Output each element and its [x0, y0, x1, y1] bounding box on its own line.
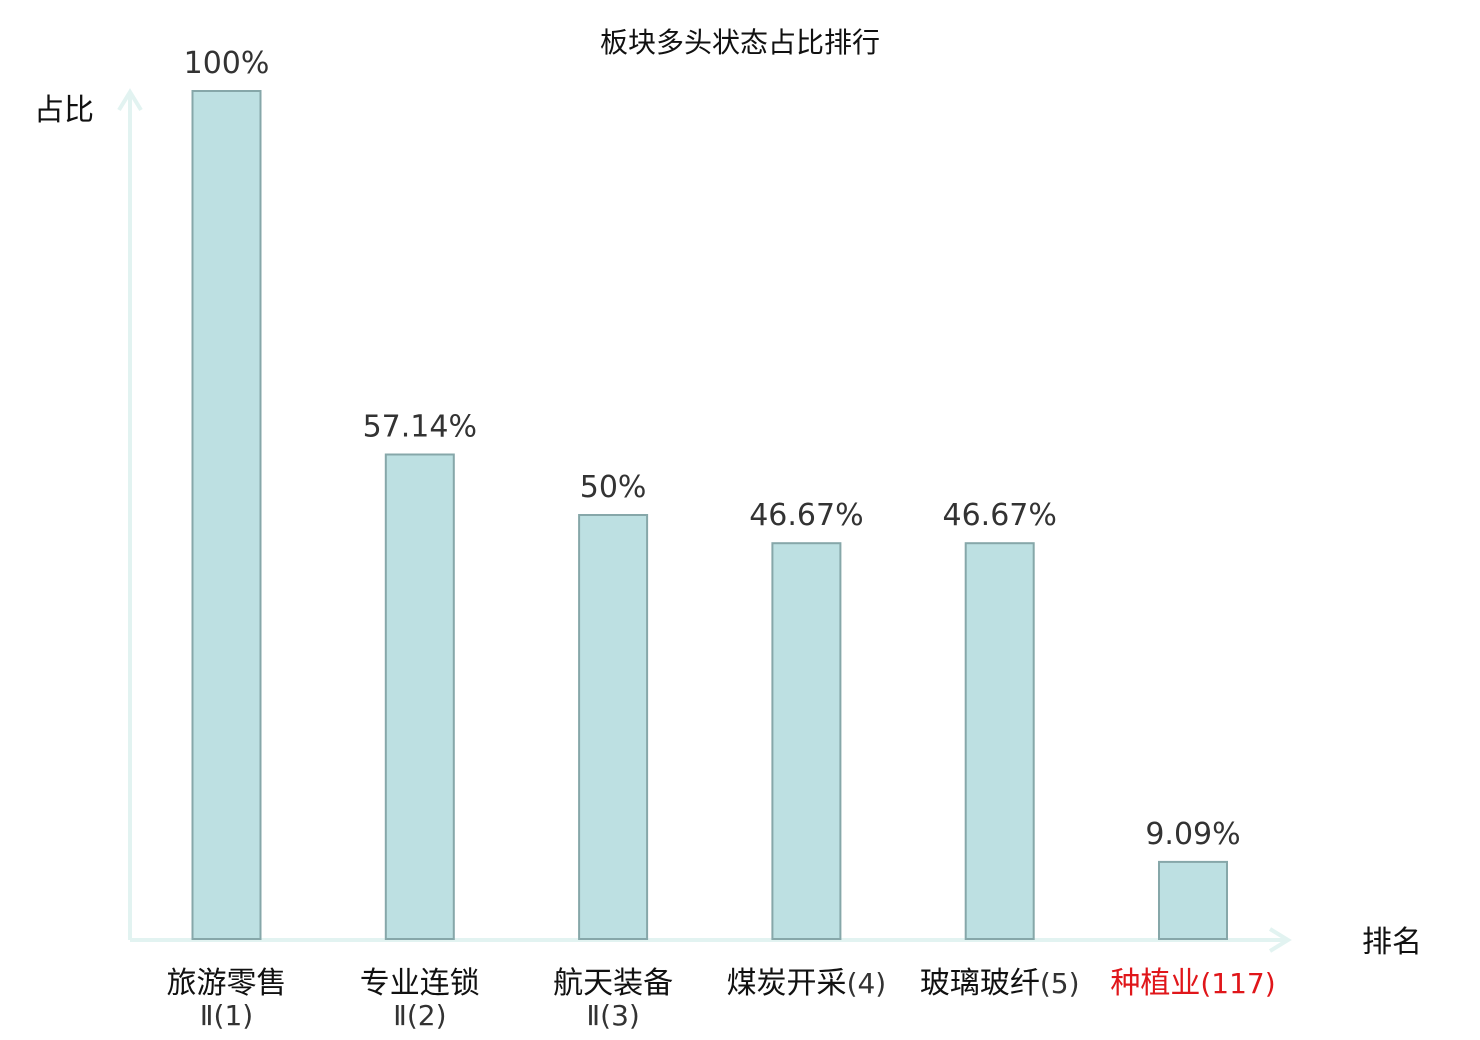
axes — [117, 88, 1292, 953]
bars-group — [191, 90, 1228, 941]
chart-title: 板块多头状态占比排行 — [600, 26, 880, 59]
x-axis-arrow — [1268, 927, 1292, 953]
value-label-4: 46.67% — [749, 498, 863, 533]
value-label-3: 50% — [580, 470, 647, 505]
bar-6 — [1158, 860, 1228, 941]
category-label-4: 煤炭开采(4) — [727, 966, 887, 1001]
category-rank: (5) — [1040, 967, 1080, 1000]
category-rank: Ⅱ(3) — [586, 999, 639, 1032]
value-label-5: 46.67% — [943, 498, 1057, 533]
value-label-2: 57.14% — [363, 410, 477, 445]
category-name: 专业连锁 — [360, 966, 480, 1001]
x-axis-label: 排名 — [1362, 925, 1422, 960]
category-rank: Ⅱ(1) — [200, 999, 253, 1032]
svg-text:种植业(117): 种植业(117) — [1110, 966, 1275, 1001]
bar-3 — [578, 514, 649, 940]
bar-4 — [771, 542, 842, 940]
bar-5 — [964, 542, 1035, 940]
category-name: 旅游零售 — [167, 966, 287, 1001]
y-axis-arrow — [117, 88, 143, 112]
category-rank: (4) — [847, 967, 887, 1000]
category-rank: Ⅱ(2) — [393, 999, 446, 1032]
y-axis-label: 占比 — [34, 93, 94, 128]
category-label-5: 玻璃玻纤(5) — [920, 966, 1080, 1001]
svg-text:煤炭开采(4): 煤炭开采(4) — [727, 966, 887, 1001]
category-label-6: 种植业(117) — [1110, 966, 1275, 1001]
value-labels-group: 100% 57.14% 50% 46.67% 46.67% 9.09% — [184, 46, 1241, 852]
category-name: 航天装备 — [553, 966, 673, 1001]
value-label-6: 9.09% — [1145, 817, 1240, 852]
bar-1 — [191, 90, 262, 940]
svg-text:玻璃玻纤(5): 玻璃玻纤(5) — [920, 966, 1080, 1001]
bar-2 — [384, 453, 455, 940]
value-label-1: 100% — [184, 46, 270, 81]
category-rank: (117) — [1200, 967, 1275, 1000]
category-name: 种植业 — [1110, 966, 1200, 1001]
category-name: 玻璃玻纤 — [920, 966, 1040, 1001]
category-name: 煤炭开采 — [727, 966, 847, 1001]
